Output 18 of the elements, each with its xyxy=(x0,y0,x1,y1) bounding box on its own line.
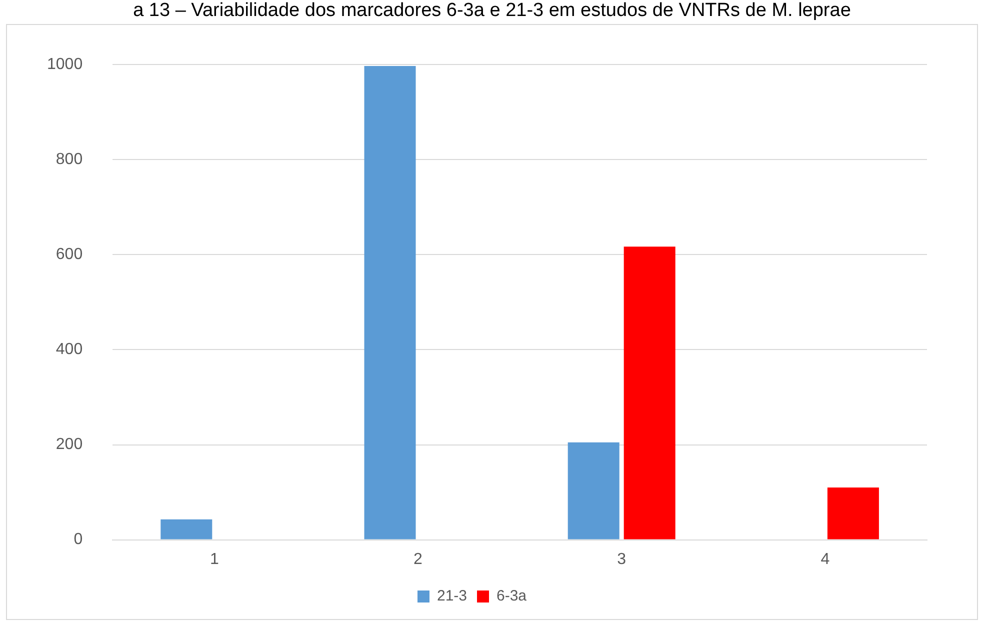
chart-title: a 13 – Variabilidade dos marcadores 6-3a e 21-3 em estudos de VNTRs de M. leprae xyxy=(132,0,852,22)
bar xyxy=(364,66,416,540)
y-tick-label: 1000 xyxy=(47,56,83,74)
bar xyxy=(568,442,620,540)
x-tick-label: 4 xyxy=(820,550,830,568)
y-tick-label: 0 xyxy=(74,531,83,548)
legend-label: 21-3 xyxy=(436,588,468,605)
bar xyxy=(827,488,879,540)
legend-label: 6-3a xyxy=(496,588,528,605)
x-tick-label: 2 xyxy=(414,550,423,568)
y-tick-label: 200 xyxy=(56,436,83,454)
y-tick-label: 400 xyxy=(56,341,83,358)
x-tick-label: 3 xyxy=(617,550,626,568)
bar xyxy=(624,246,676,540)
x-tick-label: 1 xyxy=(210,550,219,568)
y-tick-label: 800 xyxy=(56,151,83,168)
y-tick-label: 600 xyxy=(56,246,83,264)
bar xyxy=(160,519,212,540)
